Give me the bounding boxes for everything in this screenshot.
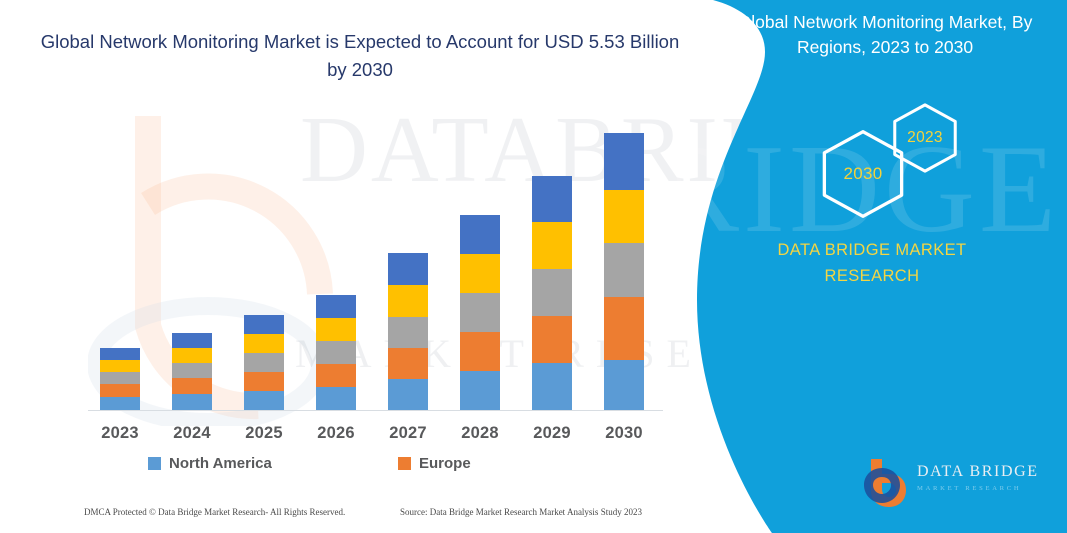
brand-logo-icon bbox=[864, 459, 906, 507]
bar-segment bbox=[604, 297, 644, 360]
bar-segment bbox=[532, 269, 572, 316]
brand-logo: DATA BRIDGE MARKET RESEARCH bbox=[859, 455, 1059, 513]
x-axis-label-2028: 2028 bbox=[461, 424, 499, 442]
bar-segment bbox=[100, 348, 140, 360]
x-axis-label-2023: 2023 bbox=[101, 424, 139, 442]
bar-segment bbox=[388, 253, 428, 285]
brand-logo-text: DATA BRIDGE MARKET RESEARCH bbox=[917, 463, 1039, 492]
bar-segment bbox=[460, 254, 500, 293]
bar-segment bbox=[460, 332, 500, 371]
bar-column-2026 bbox=[316, 295, 356, 410]
panel-brand-line1: DATA BRIDGE MARKET bbox=[777, 241, 967, 259]
hexagon-2030: 2030 bbox=[817, 128, 909, 220]
bar-segment bbox=[244, 372, 284, 391]
chart-title: Global Network Monitoring Market is Expe… bbox=[40, 31, 680, 80]
hexagon-2023: 2023 bbox=[889, 102, 961, 174]
bar-segment bbox=[244, 334, 284, 353]
footer: DMCA Protected © Data Bridge Market Rese… bbox=[0, 505, 740, 529]
bar-segment bbox=[244, 391, 284, 410]
bar-segment bbox=[172, 348, 212, 363]
bar-column-2029 bbox=[532, 176, 572, 410]
brand-logo-subtitle: MARKET RESEARCH bbox=[917, 485, 1022, 492]
bar-segment bbox=[244, 315, 284, 334]
legend-label: North America bbox=[169, 455, 272, 472]
bar-group bbox=[88, 110, 663, 410]
bar-segment bbox=[604, 360, 644, 410]
bar-segment bbox=[316, 387, 356, 410]
bar-segment bbox=[388, 317, 428, 348]
bar-segment bbox=[532, 363, 572, 410]
bar-column-2023 bbox=[100, 348, 140, 410]
bar-column-2028 bbox=[460, 215, 500, 410]
x-axis-label-2026: 2026 bbox=[317, 424, 355, 442]
bar-segment bbox=[388, 285, 428, 317]
bar-segment bbox=[172, 378, 212, 394]
bar-segment bbox=[532, 176, 572, 222]
legend-item-europe[interactable]: Europe bbox=[398, 455, 471, 472]
bar-segment bbox=[460, 293, 500, 332]
bar-segment bbox=[244, 353, 284, 372]
bar-segment bbox=[316, 364, 356, 387]
x-axis-label-2029: 2029 bbox=[533, 424, 571, 442]
panel-background-shape bbox=[697, 0, 1067, 533]
x-axis-label-2027: 2027 bbox=[389, 424, 427, 442]
x-axis-label-2030: 2030 bbox=[605, 424, 643, 442]
bar-segment bbox=[100, 360, 140, 372]
legend-swatch-icon bbox=[148, 457, 161, 470]
x-axis-label-2025: 2025 bbox=[245, 424, 283, 442]
x-axis-line bbox=[88, 410, 663, 411]
bar-segment bbox=[172, 333, 212, 348]
bar-segment bbox=[316, 341, 356, 364]
footer-copyright: DMCA Protected © Data Bridge Market Rese… bbox=[84, 507, 346, 517]
bar-segment bbox=[460, 215, 500, 254]
brand-logo-name: DATA BRIDGE bbox=[917, 463, 1039, 480]
bar-segment bbox=[100, 372, 140, 384]
bar-segment bbox=[604, 243, 644, 297]
bar-segment bbox=[388, 348, 428, 379]
bar-segment bbox=[388, 379, 428, 410]
bar-column-2024 bbox=[172, 333, 212, 410]
legend-label: Europe bbox=[419, 455, 471, 472]
bar-segment bbox=[100, 384, 140, 397]
bar-segment bbox=[532, 222, 572, 269]
hexagon-2030-label: 2030 bbox=[843, 164, 883, 183]
legend-swatch-icon bbox=[398, 457, 411, 470]
chart-area: Global Network Monitoring Market is Expe… bbox=[0, 31, 920, 529]
panel-brand: DATA BRIDGE MARKET RESEARCH bbox=[697, 238, 1047, 289]
panel-title: Global Network Monitoring Market, By Reg… bbox=[737, 12, 1033, 58]
right-panel: RIDGE Global Network Monitoring Market, … bbox=[677, 0, 1067, 533]
panel-brand-line2: RESEARCH bbox=[824, 266, 920, 285]
bar-segment bbox=[172, 363, 212, 378]
hexagon-2023-label: 2023 bbox=[907, 129, 943, 146]
bar-segment bbox=[604, 190, 644, 243]
chart-legend: North America Europe bbox=[88, 455, 663, 479]
x-axis-label-2024: 2024 bbox=[173, 424, 211, 442]
bar-segment bbox=[172, 394, 212, 410]
bar-segment bbox=[460, 371, 500, 410]
bar-segment bbox=[316, 295, 356, 318]
bar-segment bbox=[316, 318, 356, 341]
bar-column-2025 bbox=[244, 315, 284, 410]
bar-segment bbox=[604, 133, 644, 190]
bar-column-2030 bbox=[604, 133, 644, 410]
bar-segment bbox=[532, 316, 572, 363]
hexagon-group: 2023 2030 bbox=[817, 102, 1047, 222]
legend-item-north-america[interactable]: North America bbox=[148, 455, 272, 472]
bar-column-2027 bbox=[388, 253, 428, 410]
bar-segment bbox=[100, 397, 140, 410]
x-axis-labels: 2023 2024 2025 2026 2027 2028 2029 2030 bbox=[88, 424, 663, 452]
footer-source: Source: Data Bridge Market Research Mark… bbox=[400, 507, 642, 517]
